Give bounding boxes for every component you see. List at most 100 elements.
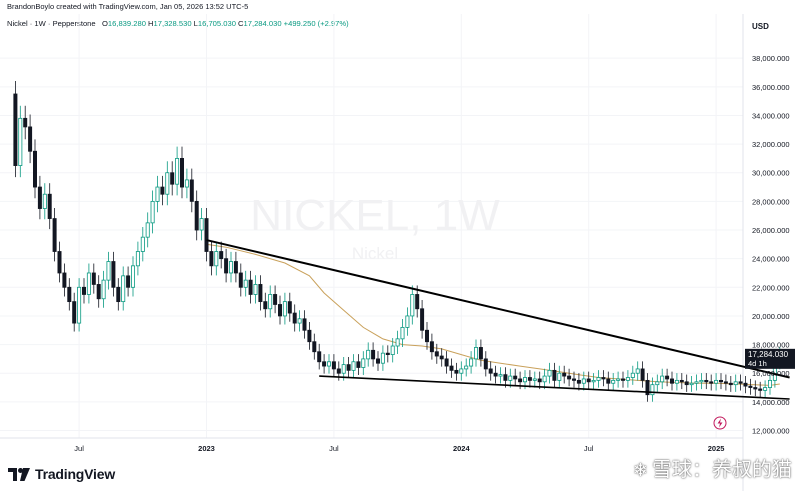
candle-down bbox=[219, 251, 224, 260]
candle-down bbox=[13, 93, 18, 166]
candle-down bbox=[621, 378, 626, 381]
candle-up bbox=[165, 172, 170, 195]
candle-down bbox=[493, 372, 498, 377]
high-label: H bbox=[148, 19, 154, 28]
resistance-trendline bbox=[206, 239, 790, 379]
candle-down bbox=[537, 378, 542, 383]
candle-up bbox=[253, 284, 258, 295]
candle-down bbox=[307, 329, 312, 343]
time-tick-label: 2025 bbox=[708, 444, 725, 453]
candle-down bbox=[189, 179, 194, 202]
candle-up bbox=[86, 272, 91, 295]
candle-up bbox=[473, 347, 478, 360]
candle-up bbox=[121, 275, 126, 303]
candle-down bbox=[116, 286, 121, 303]
symbol-legend: Nickel · 1W · Pepperstone O16,839.280 H 1… bbox=[7, 19, 349, 28]
time-tick-label: Jul bbox=[74, 444, 84, 453]
candle-up bbox=[625, 377, 630, 381]
candle-down bbox=[356, 361, 361, 368]
time-tick-label: 2024 bbox=[453, 444, 471, 453]
candle-down bbox=[170, 172, 175, 185]
candle-up bbox=[616, 378, 621, 381]
candle-down bbox=[586, 378, 591, 383]
candle-down bbox=[312, 341, 317, 353]
candle-up bbox=[145, 222, 150, 238]
moving-average-line bbox=[206, 243, 780, 386]
candle-down bbox=[331, 361, 336, 370]
candle-up bbox=[581, 378, 586, 384]
symbol-name[interactable]: Nickel · 1W · Pepperstone bbox=[7, 19, 96, 28]
candle-up bbox=[390, 345, 395, 356]
price-tick-label: 18,000.000 bbox=[752, 341, 790, 350]
candle-up bbox=[611, 379, 616, 384]
candle-up bbox=[763, 387, 768, 391]
candle-up bbox=[405, 315, 410, 328]
candle-down bbox=[513, 375, 518, 380]
candle-down bbox=[273, 294, 278, 305]
candle-up bbox=[101, 279, 106, 300]
open-value: 16,839.280 bbox=[107, 19, 146, 28]
candle-down bbox=[719, 379, 724, 383]
candle-down bbox=[322, 361, 327, 367]
close-value: 17,284.030 bbox=[243, 19, 282, 28]
candle-down bbox=[67, 286, 72, 303]
candle-down bbox=[478, 347, 483, 360]
candle-up bbox=[351, 361, 356, 371]
candle-up bbox=[135, 251, 140, 267]
trendlines-layer bbox=[206, 239, 790, 400]
candle-down bbox=[503, 374, 508, 381]
candle-down bbox=[576, 379, 581, 384]
candle-down bbox=[420, 308, 425, 331]
price-tick-label: 30,000.000 bbox=[752, 169, 790, 178]
candle-down bbox=[748, 385, 753, 388]
candle-up bbox=[361, 358, 366, 368]
candle-down bbox=[444, 358, 449, 367]
candle-up bbox=[508, 375, 513, 381]
tradingview-logo-text: TradingView bbox=[35, 466, 116, 482]
candle-up bbox=[635, 368, 640, 374]
candle-down bbox=[52, 218, 57, 252]
candle-up bbox=[596, 377, 601, 381]
open-label: O bbox=[101, 19, 108, 28]
candle-down bbox=[179, 158, 184, 188]
candle-down bbox=[82, 286, 87, 295]
candle-down bbox=[665, 375, 670, 380]
candle-down bbox=[434, 351, 439, 357]
candle-down bbox=[601, 377, 606, 380]
candle-up bbox=[155, 186, 160, 202]
price-tick-label: 12,000.000 bbox=[752, 427, 790, 436]
candle-up bbox=[326, 361, 331, 367]
price-tick-label: 22,000.000 bbox=[752, 283, 790, 292]
candle-up bbox=[18, 117, 23, 166]
candle-down bbox=[670, 378, 675, 384]
tradingview-logo-icon bbox=[8, 467, 30, 481]
candle-up bbox=[366, 349, 371, 360]
support-trendline bbox=[319, 375, 790, 400]
price-tick-label: 14,000.000 bbox=[752, 398, 790, 407]
candle-up bbox=[630, 372, 635, 378]
last-price-countdown: 4d 1h bbox=[748, 359, 767, 368]
candles-layer bbox=[13, 80, 782, 402]
candle-up bbox=[714, 379, 719, 384]
candle-up bbox=[150, 200, 155, 224]
candle-down bbox=[194, 200, 199, 231]
candle-up bbox=[498, 374, 503, 377]
candle-up bbox=[380, 352, 385, 364]
candle-up bbox=[268, 294, 273, 310]
candle-down bbox=[258, 284, 263, 303]
bar-countdown-icon[interactable] bbox=[713, 416, 727, 430]
candle-up bbox=[768, 379, 773, 388]
candle-down bbox=[317, 351, 322, 363]
candle-down bbox=[572, 378, 577, 381]
candle-down bbox=[96, 284, 101, 300]
candle-up bbox=[42, 193, 47, 209]
price-tick-label: 24,000.000 bbox=[752, 255, 790, 264]
candle-down bbox=[57, 251, 62, 274]
tradingview-logo[interactable]: TradingView bbox=[8, 464, 115, 484]
price-tick-label: 26,000.000 bbox=[752, 226, 790, 235]
last-price-value: 17,284.030 bbox=[748, 350, 789, 359]
candle-down bbox=[224, 258, 229, 274]
candle-down bbox=[758, 388, 763, 391]
price-tick-label: 32,000.000 bbox=[752, 140, 790, 149]
